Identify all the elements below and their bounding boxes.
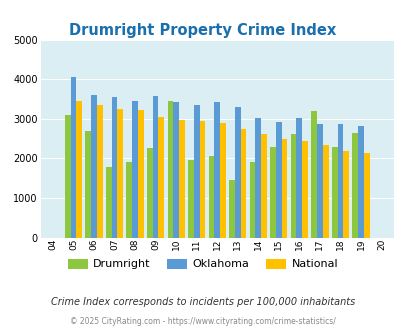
Text: Drumright Property Crime Index: Drumright Property Crime Index <box>69 23 336 38</box>
Bar <box>188 160 193 238</box>
Bar <box>126 162 132 238</box>
Bar <box>193 105 199 238</box>
Bar <box>363 153 369 238</box>
Bar <box>138 110 143 238</box>
Bar <box>147 148 152 238</box>
Bar <box>106 167 111 238</box>
Bar <box>117 109 123 238</box>
Bar <box>322 145 328 238</box>
Bar <box>357 125 363 238</box>
Bar <box>152 96 158 238</box>
Bar <box>352 133 357 238</box>
Bar <box>70 77 76 238</box>
Bar <box>249 162 255 238</box>
Bar <box>331 147 337 238</box>
Bar <box>208 156 214 238</box>
Bar <box>214 102 220 238</box>
Bar <box>199 121 205 238</box>
Bar <box>85 131 91 238</box>
Text: Crime Index corresponds to incidents per 100,000 inhabitants: Crime Index corresponds to incidents per… <box>51 297 354 307</box>
Bar <box>158 117 164 238</box>
Bar <box>220 123 225 238</box>
Bar <box>281 139 287 238</box>
Bar <box>290 134 296 238</box>
Bar <box>240 129 246 238</box>
Bar <box>167 101 173 238</box>
Bar <box>97 105 102 238</box>
Bar <box>343 151 348 238</box>
Bar <box>311 111 316 238</box>
Bar <box>76 101 82 238</box>
Bar <box>270 147 275 238</box>
Bar <box>228 180 234 238</box>
Bar <box>301 141 307 238</box>
Bar <box>337 124 343 238</box>
Bar <box>234 107 240 238</box>
Legend: Drumright, Oklahoma, National: Drumright, Oklahoma, National <box>67 259 338 269</box>
Bar <box>132 101 138 238</box>
Bar <box>296 118 301 238</box>
Text: © 2025 CityRating.com - https://www.cityrating.com/crime-statistics/: © 2025 CityRating.com - https://www.city… <box>70 317 335 326</box>
Bar <box>91 95 97 238</box>
Bar <box>173 102 179 238</box>
Bar <box>275 122 281 238</box>
Bar <box>260 134 266 238</box>
Bar <box>65 115 70 238</box>
Bar <box>316 123 322 238</box>
Bar <box>111 97 117 238</box>
Bar <box>255 118 260 238</box>
Bar <box>179 120 184 238</box>
